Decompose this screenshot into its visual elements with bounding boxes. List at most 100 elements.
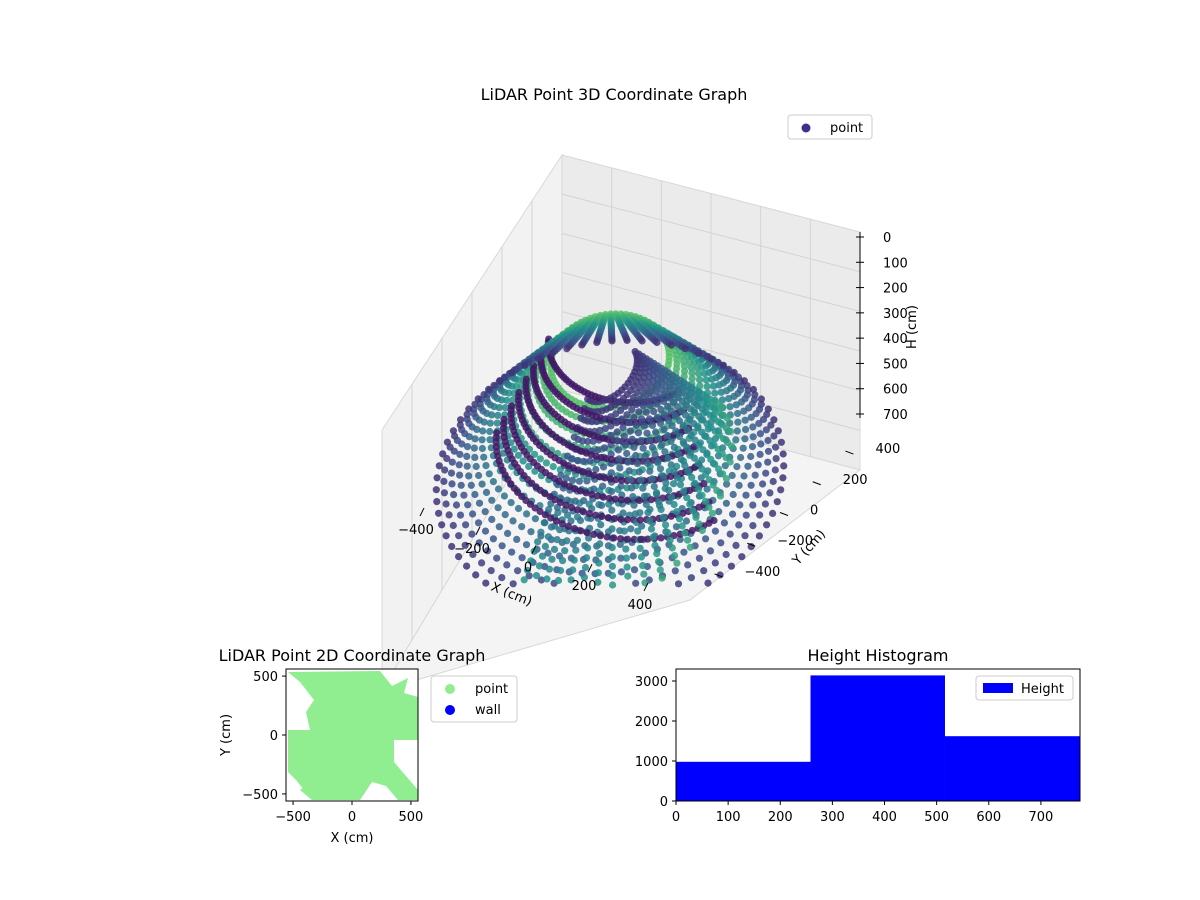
cloud-point — [734, 409, 742, 418]
cloud-point — [535, 562, 544, 570]
cloud-point — [472, 571, 480, 579]
cloud-point — [471, 453, 479, 461]
cloud-point — [636, 544, 644, 553]
histogram-ticks: 0 100 200 300 400 500 600 700 0 1000 2000 3000 — [635, 675, 1053, 825]
cloud-point — [670, 500, 678, 509]
cloud-point — [630, 413, 638, 422]
cloud-point — [687, 363, 695, 371]
cloud-point — [679, 509, 687, 517]
cloud-point — [460, 491, 468, 499]
cloud-point — [698, 526, 706, 535]
cloud-point — [757, 400, 765, 408]
cloud-point — [576, 487, 585, 495]
cloud-point — [625, 419, 633, 427]
cloud-point — [755, 419, 763, 428]
cloud-point — [509, 396, 517, 404]
cloud-point — [726, 458, 734, 466]
cloud-point — [686, 543, 694, 551]
cloud-point — [455, 461, 463, 469]
cloud-point — [680, 548, 688, 556]
cloud-point — [457, 481, 465, 489]
cloud-point — [624, 572, 632, 580]
cloud-point — [756, 430, 765, 438]
y-tick-label-2d: 500 — [253, 670, 278, 685]
cloud-point — [749, 522, 757, 530]
cloud-point — [738, 553, 746, 561]
cloud-point — [632, 401, 640, 409]
x-tick-3d — [643, 582, 649, 592]
cloud-point — [463, 443, 472, 451]
cloud-point — [638, 415, 646, 423]
z-tick-label: 100 — [883, 256, 908, 271]
cloud-point — [727, 562, 736, 570]
y-tick-label-3d: 200 — [843, 473, 868, 488]
cloud-point — [710, 382, 718, 390]
cloud-point — [777, 438, 786, 446]
cloud-point — [711, 460, 719, 468]
cloud-point — [695, 520, 703, 528]
legend-2d-wall-label: wall — [475, 703, 501, 718]
cloud-point — [777, 486, 785, 494]
cloud-point — [595, 549, 603, 558]
cloud-point — [583, 477, 591, 485]
cloud-point — [636, 395, 644, 403]
cloud-point — [597, 521, 605, 529]
cloud-point — [767, 421, 775, 429]
cloud-point — [682, 517, 691, 525]
cloud-point — [549, 463, 557, 471]
cloud-point — [751, 471, 759, 479]
cloud-point — [711, 527, 720, 535]
cloud-point — [553, 536, 561, 544]
cloud-point — [507, 499, 515, 507]
cloud-point — [715, 465, 723, 473]
cloud-point — [651, 541, 659, 550]
cloud-point — [478, 480, 486, 488]
cloud-point — [698, 491, 706, 499]
cloud-point — [489, 535, 497, 543]
cloud-point — [552, 517, 561, 525]
cloud-point — [550, 545, 559, 554]
cloud-point — [463, 410, 471, 418]
cloud-point — [622, 545, 630, 553]
cloud-point — [670, 467, 678, 475]
cloud-point — [741, 416, 749, 424]
cloud-point — [740, 472, 748, 480]
cloud-point — [534, 538, 542, 546]
cloud-point — [463, 562, 471, 570]
cloud-point — [449, 521, 457, 530]
cloud-point — [764, 458, 772, 466]
cloud-point — [709, 481, 717, 489]
cloud-point — [441, 466, 449, 474]
cloud-point — [619, 509, 627, 517]
cloud-point — [443, 454, 451, 463]
cloud-point — [570, 556, 578, 564]
cloud-point — [719, 470, 727, 478]
y-tick-label-2d: −500 — [242, 788, 278, 803]
cloud-point — [547, 514, 555, 522]
cloud-point — [498, 574, 506, 582]
cloud-point — [618, 415, 626, 423]
cloud-point — [726, 530, 734, 538]
cloud-point — [523, 566, 532, 574]
cloud-point — [742, 511, 750, 519]
cloud-point — [515, 388, 523, 397]
cloud-point — [675, 417, 684, 425]
cloud-point — [440, 489, 448, 497]
x-tick-label-3d: 0 — [524, 561, 532, 576]
cloud-point — [570, 433, 578, 441]
cloud-point — [747, 452, 755, 461]
cloud-point — [608, 506, 616, 514]
cloud-point — [667, 407, 676, 415]
cloud-point — [617, 496, 625, 504]
cloud-point — [719, 361, 727, 369]
cloud-point — [478, 559, 486, 567]
z-tick-label: 700 — [883, 408, 908, 423]
histogram-x-tick-label: 400 — [872, 810, 897, 825]
cloud-point — [631, 510, 639, 518]
cloud-point — [695, 485, 703, 493]
cloud-point — [741, 435, 749, 443]
cloud-point — [448, 480, 456, 488]
cloud-point — [576, 516, 585, 525]
cloud-point — [461, 541, 469, 549]
cloud-point — [607, 450, 615, 458]
